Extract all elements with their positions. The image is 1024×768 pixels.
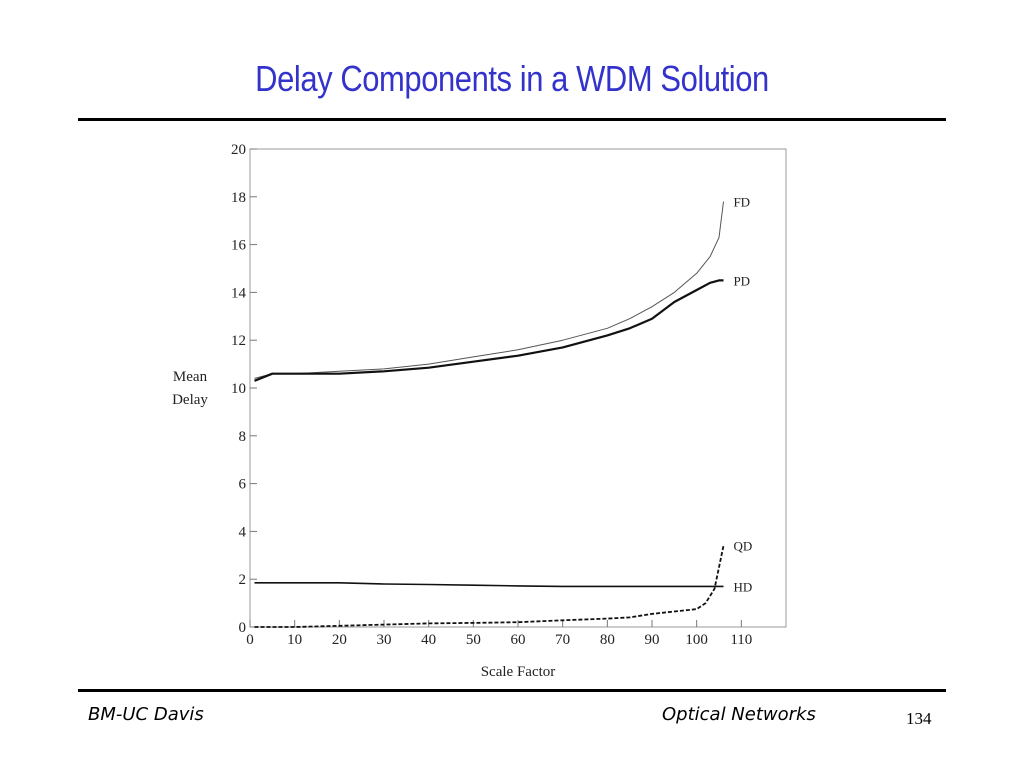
y-axis-ticks: 0 2 4 6 8 10 12 14 16 18 20 xyxy=(231,142,257,636)
series-label-fd: FD xyxy=(733,195,750,210)
series-line-hd xyxy=(254,581,724,588)
footer-left-text: BM-UC Davis xyxy=(88,704,204,725)
footer-divider xyxy=(78,689,946,692)
slide-title: Delay Components in a WDM Solution xyxy=(255,58,769,99)
y-tick-label: 8 xyxy=(239,429,247,445)
series-line-fd xyxy=(254,201,724,379)
y-axis-label-line-1: Mean xyxy=(173,369,208,385)
x-tick-label: 90 xyxy=(645,632,660,648)
plot-frame xyxy=(249,148,787,628)
y-tick-label: 10 xyxy=(231,381,246,397)
x-axis-ticks: 0 10 20 30 40 50 60 70 80 90 100 110 xyxy=(246,620,752,648)
series-label-hd: HD xyxy=(733,579,752,594)
y-tick-label: 14 xyxy=(231,285,247,301)
x-tick-label: 110 xyxy=(730,632,752,648)
mean-delay-chart: 0 2 4 6 8 10 12 14 16 18 20 0 10 20 30 40 50 60 70 80 90 100… xyxy=(172,142,787,680)
x-tick-label: 50 xyxy=(466,632,481,648)
x-tick-label: 40 xyxy=(421,632,436,648)
y-axis-label-line-2: Delay xyxy=(172,392,208,408)
series-line-pd xyxy=(254,279,724,382)
y-tick-label: 16 xyxy=(231,238,247,254)
series-label-pd: PD xyxy=(733,273,750,288)
y-tick-label: 0 xyxy=(239,620,247,636)
series-lines xyxy=(254,201,725,628)
y-tick-label: 2 xyxy=(239,572,247,588)
x-tick-label: 10 xyxy=(287,632,302,648)
title-divider xyxy=(78,118,946,121)
x-axis-label: Scale Factor xyxy=(481,664,556,680)
y-tick-label: 4 xyxy=(239,524,247,540)
x-tick-label: 70 xyxy=(555,632,570,648)
x-tick-label: 60 xyxy=(511,632,526,648)
x-tick-label: 0 xyxy=(246,632,254,648)
x-tick-label: 100 xyxy=(685,632,708,648)
series-label-qd: QD xyxy=(733,539,752,554)
plot-border xyxy=(249,148,787,628)
footer-center-text: Optical Networks xyxy=(662,704,816,725)
y-tick-label: 12 xyxy=(231,333,246,349)
series-labels: FD PD QD HD xyxy=(733,195,752,595)
series-line-qd xyxy=(254,545,725,628)
y-tick-label: 20 xyxy=(231,142,246,158)
page-number: 134 xyxy=(906,709,932,728)
x-tick-label: 80 xyxy=(600,632,615,648)
x-tick-label: 20 xyxy=(332,632,347,648)
y-tick-label: 6 xyxy=(239,477,247,493)
y-tick-label: 18 xyxy=(231,190,246,206)
x-tick-label: 30 xyxy=(377,632,392,648)
